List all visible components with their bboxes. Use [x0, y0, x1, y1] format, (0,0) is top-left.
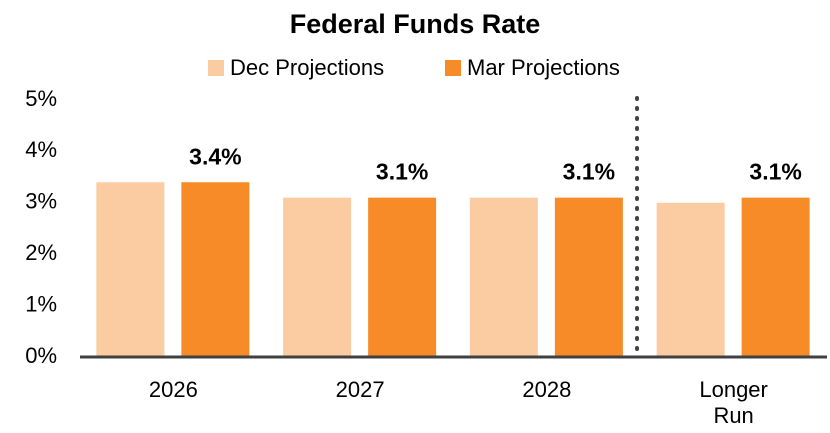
legend-swatch [445, 60, 461, 76]
legend-swatch [208, 60, 224, 76]
y-tick-label: 2% [25, 240, 57, 265]
bar [469, 197, 538, 357]
x-tick-label: 2027 [336, 377, 385, 402]
x-tick-label: Longer Run [699, 377, 768, 428]
y-tick-label: 4% [25, 137, 57, 162]
bar [283, 197, 352, 357]
bar [96, 182, 165, 357]
data-label: 3.1% [749, 159, 801, 185]
bar [368, 197, 437, 357]
x-tick-label: 2028 [522, 377, 571, 402]
data-label: 3.1% [376, 159, 428, 185]
bar [181, 182, 250, 357]
legend-label: Mar Projections [467, 55, 620, 80]
bar [656, 202, 725, 357]
x-tick-label: 2026 [149, 377, 198, 402]
bar [554, 197, 623, 357]
y-tick-label: 3% [25, 189, 57, 214]
legend-label: Dec Projections [230, 55, 384, 80]
y-tick-label: 0% [25, 343, 57, 368]
y-tick-label: 5% [25, 86, 57, 111]
chart-title: Federal Funds Rate [290, 9, 541, 39]
bar [741, 197, 810, 357]
data-label: 3.4% [189, 143, 241, 169]
data-label: 3.1% [563, 159, 615, 185]
y-tick-label: 1% [25, 291, 57, 316]
